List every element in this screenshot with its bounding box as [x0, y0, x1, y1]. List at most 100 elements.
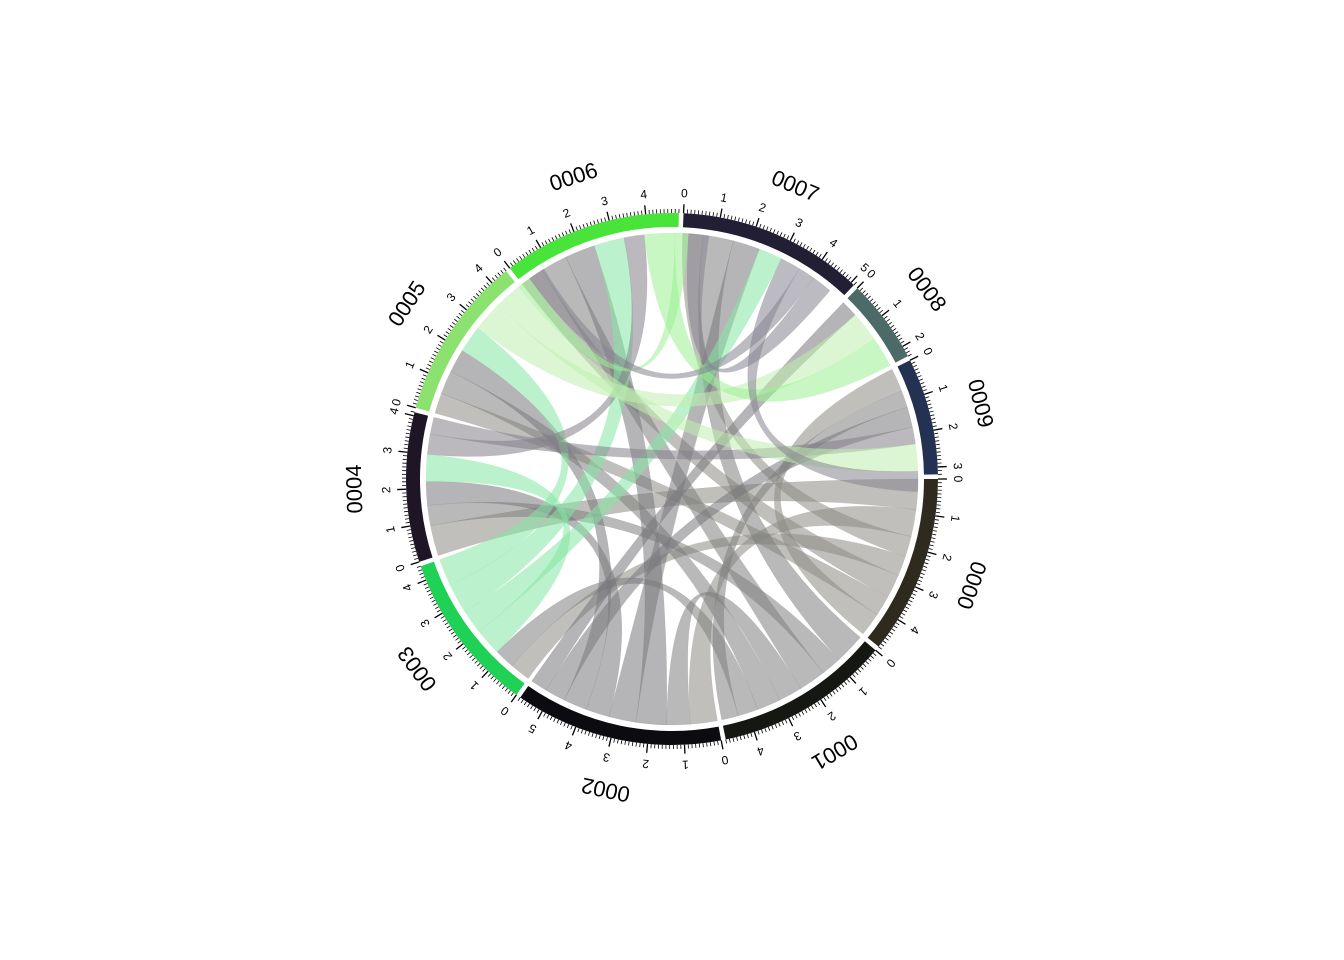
tick-label: 0	[392, 562, 407, 573]
minor-tick	[580, 729, 584, 734]
minor-tick	[477, 663, 481, 667]
minor-tick	[931, 418, 936, 420]
minor-tick	[906, 350, 910, 354]
minor-tick	[432, 353, 437, 357]
minor-tick	[530, 705, 534, 710]
minor-tick	[575, 226, 578, 231]
minor-tick	[793, 238, 796, 243]
minor-tick	[520, 699, 524, 704]
minor-tick	[628, 741, 630, 746]
minor-tick	[860, 666, 864, 670]
minor-tick	[494, 274, 498, 279]
minor-tick	[425, 586, 430, 589]
minor-tick	[829, 692, 833, 697]
minor-tick	[784, 719, 788, 724]
minor-tick	[412, 550, 417, 553]
minor-tick	[561, 232, 565, 237]
minor-tick	[732, 737, 735, 742]
minor-tick	[416, 391, 421, 394]
minor-tick	[404, 518, 410, 520]
minor-tick	[799, 242, 803, 247]
minor-tick	[737, 217, 740, 222]
minor-tick	[483, 285, 487, 289]
minor-tick	[460, 309, 465, 314]
sector-0005	[415, 271, 515, 412]
minor-tick	[433, 603, 438, 606]
minor-tick	[803, 244, 806, 248]
minor-tick	[429, 596, 434, 600]
minor-tick	[874, 304, 879, 308]
minor-tick	[827, 260, 831, 264]
minor-tick	[872, 652, 877, 656]
minor-tick	[533, 707, 537, 712]
minor-tick	[923, 565, 928, 568]
minor-tick	[413, 399, 418, 401]
major-tick	[923, 390, 933, 396]
minor-tick	[931, 537, 936, 540]
minor-tick	[427, 364, 432, 367]
major-tick	[398, 450, 408, 453]
minor-tick	[454, 318, 458, 322]
minor-tick	[579, 225, 582, 230]
minor-tick	[929, 544, 934, 547]
minor-tick	[624, 740, 626, 745]
minor-tick	[906, 603, 911, 606]
minor-tick	[470, 298, 475, 302]
minor-tick	[615, 214, 617, 219]
minor-tick	[914, 368, 919, 371]
major-tick	[644, 205, 647, 215]
minor-tick	[879, 309, 884, 314]
major-tick	[571, 726, 577, 736]
minor-tick	[888, 321, 893, 325]
sector-0000	[867, 479, 939, 647]
minor-tick	[865, 660, 869, 665]
sector-0008	[847, 288, 908, 363]
minor-tick	[517, 697, 521, 701]
minor-tick	[899, 616, 904, 619]
minor-tick	[764, 728, 767, 733]
major-tick	[909, 355, 919, 361]
minor-tick	[480, 287, 485, 292]
minor-tick	[848, 276, 852, 281]
major-tick	[720, 740, 724, 750]
minor-tick	[445, 331, 450, 335]
minor-tick	[582, 223, 585, 228]
minor-tick	[929, 410, 934, 413]
major-tick	[570, 223, 575, 232]
minor-tick	[501, 685, 506, 690]
minor-tick	[591, 732, 594, 737]
minor-tick	[570, 725, 573, 730]
minor-tick	[846, 678, 851, 683]
minor-tick	[918, 378, 923, 381]
minor-tick	[404, 443, 409, 446]
minor-tick	[447, 328, 452, 332]
minor-tick	[746, 733, 749, 739]
major-tick	[927, 551, 937, 556]
minor-tick	[406, 429, 411, 431]
minor-tick	[496, 680, 500, 685]
minor-tick	[809, 247, 813, 252]
minor-tick	[706, 742, 708, 747]
minor-tick	[893, 625, 898, 629]
minor-tick	[457, 640, 462, 644]
minor-tick	[435, 347, 440, 350]
minor-tick	[458, 312, 463, 317]
minor-tick	[407, 532, 412, 535]
minor-tick	[778, 722, 781, 727]
minor-tick	[471, 657, 476, 661]
minor-tick	[450, 631, 455, 635]
tick-label: 2	[561, 205, 573, 221]
minor-tick	[439, 340, 444, 344]
minor-tick	[739, 736, 742, 741]
minor-tick	[771, 725, 774, 730]
tick-label: 1	[383, 525, 398, 534]
minor-tick	[900, 340, 905, 344]
minor-tick	[794, 714, 798, 719]
minor-tick	[798, 712, 801, 717]
minor-tick	[811, 705, 814, 710]
minor-tick	[891, 628, 896, 632]
minor-tick	[503, 267, 507, 272]
tick-label: 0	[720, 753, 729, 768]
minor-tick	[845, 274, 849, 278]
